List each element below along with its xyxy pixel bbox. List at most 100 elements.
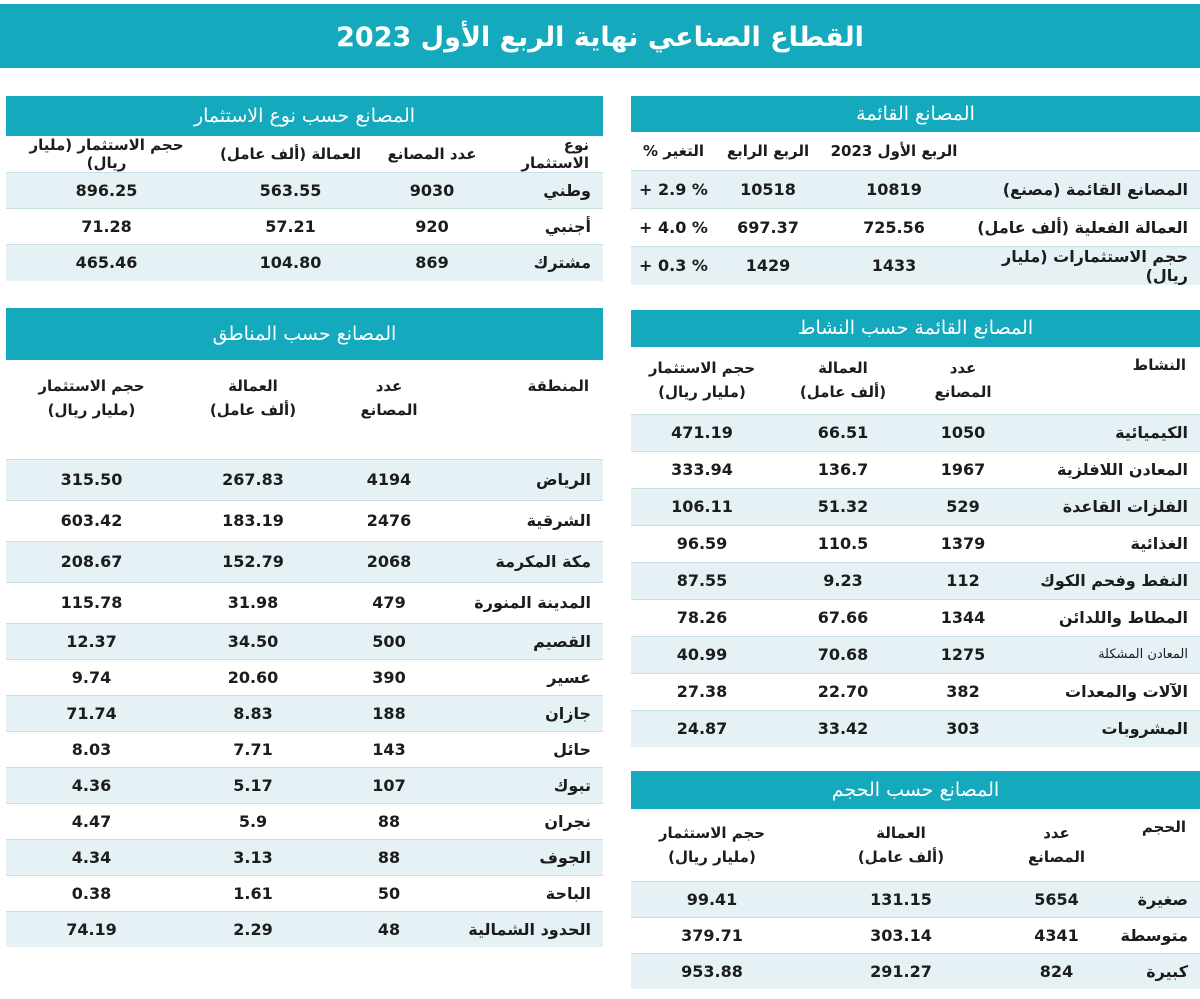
cell-factories: 2068 [329,540,449,582]
cell-labor: 7.71 [177,730,329,767]
header-line: حجم الاستثمار [648,359,756,378]
size-table: الحجم عدد المصانع العمالة (ألف عامل) حجم… [631,809,1200,989]
existing-factories-table: الربع الأول 2023 الربع الرابع التغير % ا… [631,132,1200,285]
cell-investment: 465.46 [6,244,207,281]
cell-factories: 107 [329,766,449,803]
cell-factories: 920 [374,208,490,245]
table-row: القصيم 500 34.50 12.37 [6,622,603,659]
existing-factories-title: المصانع القائمة [631,96,1200,132]
cell-labor: 131.15 [793,880,1009,917]
cell-factories: 2476 [329,499,449,541]
header-cell: عدد المصانع [329,360,449,459]
table-row: كبيرة 824 291.27 953.88 [631,952,1200,989]
header-cell: العمالة (ألف عامل) [177,360,329,459]
cell-investment: 603.42 [6,499,177,541]
cell-investment: 115.78 [6,581,177,623]
table-header-row: النشاط عدد المصانع العمالة (ألف عامل) حج… [631,347,1200,414]
cell-investment: 0.38 [6,874,177,911]
row-label: الباحة [449,874,603,911]
cell-investment: 4.36 [6,766,177,803]
header-cell: حجم الاستثمار (مليار ريال) [631,347,773,414]
row-label: الرياض [449,458,603,500]
cell-investment: 78.26 [631,598,773,636]
row-label: القصيم [449,622,603,659]
cell-factories: 382 [913,672,1013,710]
cell-labor: 34.50 [177,622,329,659]
cell-factories: 869 [374,244,490,281]
row-label: حجم الاستثمارات (مليار ريال) [968,245,1200,285]
row-label: المعادن المشكلة [1013,635,1200,673]
header-cell: النشاط [1132,356,1186,374]
cell-labor: 66.51 [773,413,913,451]
row-label: صغيرة [1104,880,1200,917]
cell-q1: 1433 [820,245,968,285]
header-line: عدد [949,359,977,378]
cell-factories: 500 [329,622,449,659]
size-panel: المصانع حسب الحجم الحجم عدد المصانع العم… [631,771,1200,989]
cell-investment: 208.67 [6,540,177,582]
cell-factories: 9030 [374,172,490,209]
table-row: عسير 390 20.60 9.74 [6,658,603,695]
table-row: وطني 9030 563.55 896.25 [6,172,603,209]
table-header-row: الربع الأول 2023 الربع الرابع التغير % [631,132,1200,170]
header-cell: عدد المصانع [387,145,477,163]
header-cell: الربع الرابع [726,141,810,160]
table-header-row: المنطقة عدد المصانع العمالة (ألف عامل) ح… [6,360,603,459]
cell-factories: 824 [1009,952,1104,989]
table-row: المشروبات 303 33.42 24.87 [631,709,1200,747]
table-row: متوسطة 4341 303.14 379.71 [631,916,1200,953]
row-label: جازان [449,694,603,731]
cell-labor: 110.5 [773,524,913,562]
row-label: العمالة الفعلية (ألف عامل) [968,207,1200,246]
table-row: المطاط واللدائن 1344 67.66 78.26 [631,598,1200,636]
cell-labor: 291.27 [793,952,1009,989]
cell-q4: 1429 [716,245,820,285]
cell-q1: 725.56 [820,207,968,246]
cell-labor: 33.42 [773,709,913,747]
table-row: الغذائية 1379 110.5 96.59 [631,524,1200,562]
cell-labor: 8.83 [177,694,329,731]
cell-investment: 87.55 [631,561,773,599]
table-row: جازان 188 8.83 71.74 [6,694,603,731]
cell-investment: 96.59 [631,524,773,562]
row-label: الكيميائية [1013,413,1200,451]
page-title: القطاع الصناعي نهاية الربع الأول 2023 [0,4,1200,68]
cell-investment: 40.99 [631,635,773,673]
cell-factories: 1344 [913,598,1013,636]
header-cell [968,132,1200,170]
header-line: المصانع [360,401,418,419]
header-cell: العمالة (ألف عامل) [219,145,361,163]
cell-labor: 5.17 [177,766,329,803]
cell-investment: 4.34 [6,838,177,875]
cell-factories: 1379 [913,524,1013,562]
cell-investment: 333.94 [631,450,773,488]
header-cell: نوع الاستثمار [521,136,589,172]
row-label: الشرقية [449,499,603,541]
table-row: الشرقية 2476 183.19 603.42 [6,499,603,541]
row-label: كبيرة [1104,952,1200,989]
cell-labor: 3.13 [177,838,329,875]
header-line: المصانع [1027,847,1086,866]
header-cell: حجم الاستثمار (مليار ريال) [29,136,184,172]
cell-factories: 143 [329,730,449,767]
cell-labor: 303.14 [793,916,1009,953]
header-line: (مليار ريال) [658,383,746,402]
cell-factories: 303 [913,709,1013,747]
cell-labor: 104.80 [207,244,374,281]
cell-labor: 22.70 [773,672,913,710]
table-row: الفلزات القاعدة 529 51.32 106.11 [631,487,1200,525]
header-line: (ألف عامل) [209,401,297,419]
cell-investment: 27.38 [631,672,773,710]
row-label: المشروبات [1013,709,1200,747]
investment-type-title: المصانع حسب نوع الاستثمار [6,96,603,136]
header-line: العمالة [876,823,926,842]
table-row: نجران 88 5.9 4.47 [6,802,603,839]
cell-factories: 188 [329,694,449,731]
row-label: حائل [449,730,603,767]
cell-factories: 1050 [913,413,1013,451]
row-label: عسير [449,658,603,695]
cell-factories: 48 [329,910,449,947]
table-row: الحدود الشمالية 48 2.29 74.19 [6,910,603,947]
table-row: صغيرة 5654 131.15 99.41 [631,880,1200,917]
table-header-row: نوع الاستثمار عدد المصانع العمالة (ألف ع… [6,136,603,173]
